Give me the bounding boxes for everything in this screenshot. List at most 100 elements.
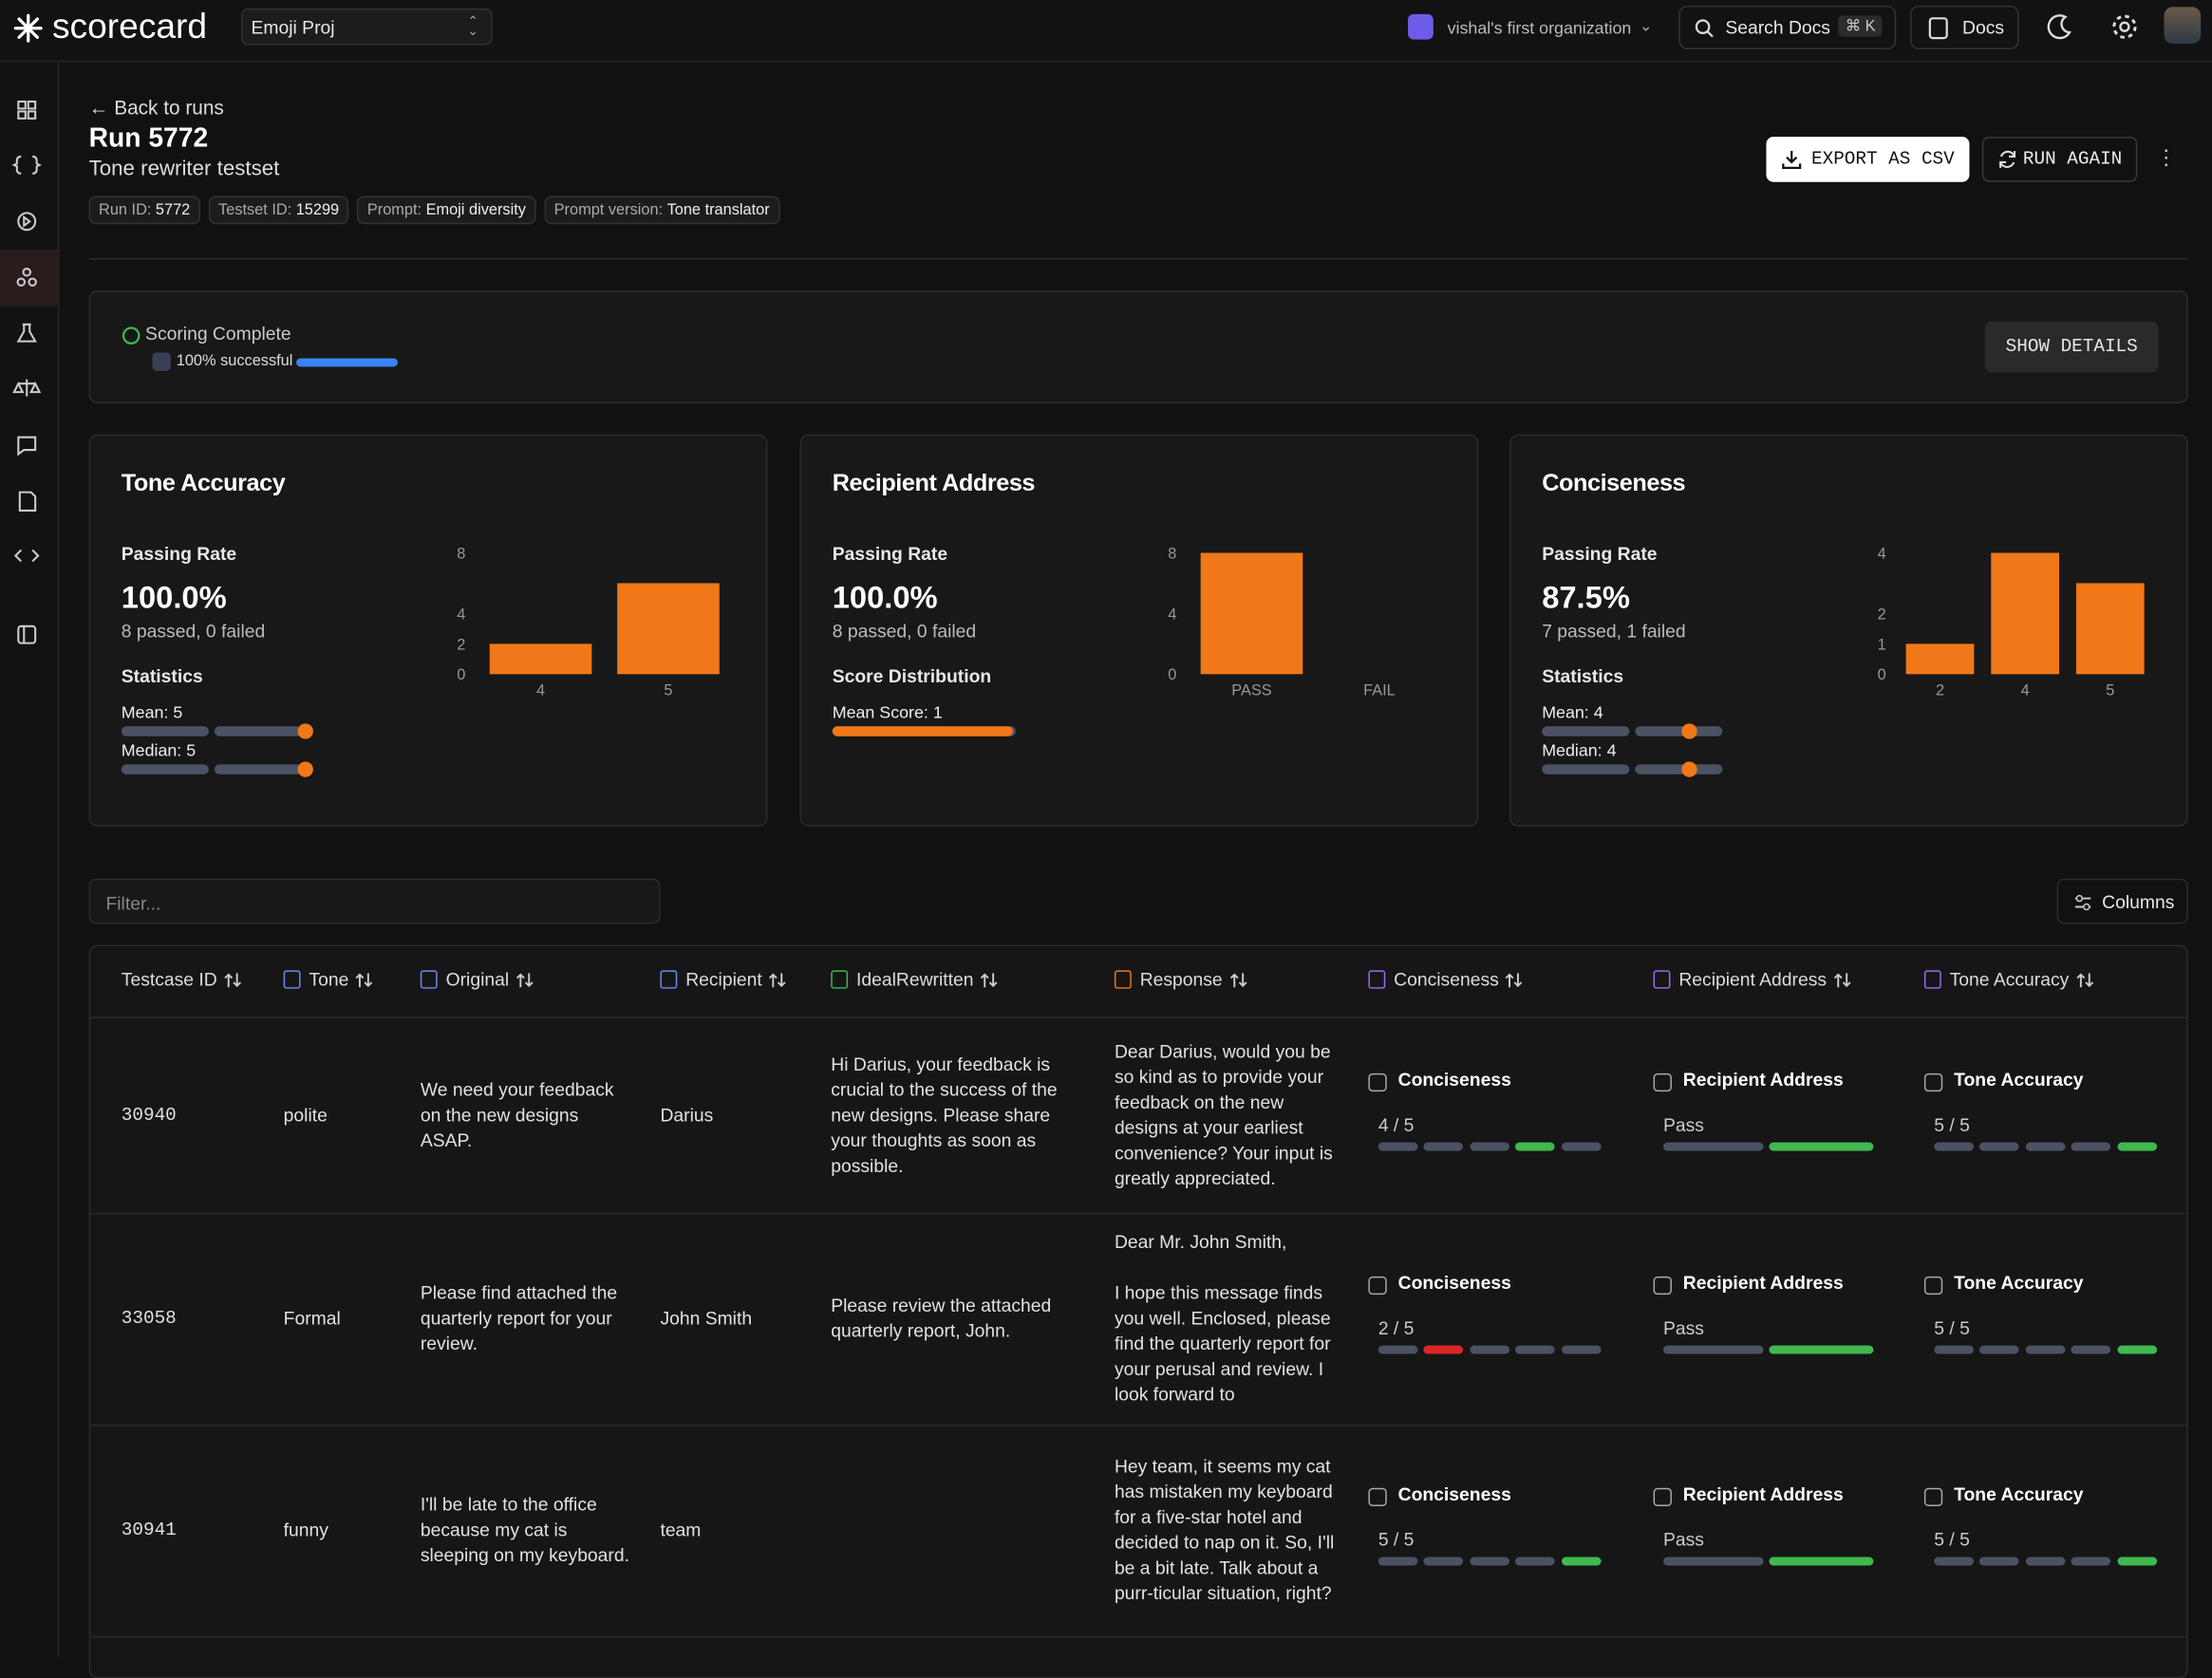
stat-track xyxy=(1635,764,1723,774)
columns-label: Columns xyxy=(2102,891,2175,913)
download-icon xyxy=(1782,151,1802,169)
theme-toggle[interactable] xyxy=(2046,12,2074,41)
more-menu[interactable]: · · · xyxy=(2163,138,2170,177)
rate-label: Passing Rate xyxy=(832,543,948,565)
project-select[interactable]: Emoji Proj ⌃ ⌄ xyxy=(241,8,493,46)
score-segment xyxy=(1423,1142,1464,1151)
column-icon xyxy=(660,970,678,989)
score-segment xyxy=(1423,1557,1464,1566)
score-name: Recipient Address xyxy=(1682,1069,1844,1091)
score-name: Conciseness xyxy=(1397,1272,1511,1294)
top-bar: scorecard Emoji Proj ⌃ ⌄ vishal's first o… xyxy=(0,0,2212,63)
table-cell: Darius xyxy=(660,1018,815,1213)
sort-arrows xyxy=(1833,972,1851,987)
cell-text: Hey team, it seems my cat has mistaken m… xyxy=(1114,1455,1335,1604)
score-name: Tone Accuracy xyxy=(1954,1272,2084,1294)
column-header[interactable]: Recipient xyxy=(660,969,787,990)
stat-bar xyxy=(832,726,1013,736)
score-segment xyxy=(1561,1557,1602,1566)
columns-button[interactable]: Columns xyxy=(2056,878,2188,924)
filter-input[interactable]: Filter... xyxy=(88,878,661,924)
search-label: Search Docs xyxy=(1725,16,1830,39)
score-segment xyxy=(2071,1557,2111,1566)
stat-dot xyxy=(1681,723,1697,739)
x-tick-label: 4 xyxy=(536,682,545,699)
export-button[interactable]: EXPORT AS CSV xyxy=(1766,137,1970,182)
score-segment xyxy=(2071,1142,2111,1151)
column-header[interactable]: Tone Accuracy xyxy=(1923,969,2094,990)
y-tick-label: 4 xyxy=(457,606,465,623)
org-name[interactable]: vishal's first organization xyxy=(1447,18,1632,39)
column-header[interactable]: Testcase ID xyxy=(122,969,243,990)
cell-text: team xyxy=(660,1519,702,1540)
y-tick-label: 8 xyxy=(457,545,465,562)
column-icon xyxy=(283,970,301,989)
y-tick-label: 4 xyxy=(1878,545,1886,562)
show-details[interactable]: SHOW DETAILS xyxy=(1984,321,2159,373)
column-header[interactable]: Response xyxy=(1114,969,1247,990)
sort-arrows xyxy=(2075,972,2093,987)
stat-track xyxy=(1635,726,1723,736)
score-cell: Tone Accuracy 5 / 5 xyxy=(1923,1069,2165,1153)
column-icon xyxy=(1368,970,1386,989)
docs-button[interactable]: Docs xyxy=(1910,5,2019,50)
score-label: Pass xyxy=(1662,1113,1704,1136)
filter-placeholder: Filter... xyxy=(105,892,161,914)
bot-icon xyxy=(152,352,171,371)
score-label: 2 / 5 xyxy=(1378,1316,1415,1339)
table-cell: Please find attached the quarterly repor… xyxy=(421,1213,632,1425)
stat-dot xyxy=(297,761,313,777)
y-tick-label: 0 xyxy=(457,666,465,683)
avatar[interactable] xyxy=(2164,7,2202,45)
sort-icon xyxy=(516,972,534,987)
select-icon: ⌃ ⌄ xyxy=(467,13,478,39)
stat-track xyxy=(1542,726,1630,736)
sort-icon xyxy=(980,972,998,987)
book-icon xyxy=(1928,17,1948,40)
settings[interactable] xyxy=(2110,12,2139,41)
bot-icon xyxy=(1923,1276,1943,1296)
column-icon xyxy=(1653,970,1671,989)
sort-arrows xyxy=(516,972,534,987)
stats-title: Statistics xyxy=(121,665,203,687)
score-segment xyxy=(2071,1345,2111,1354)
cell-text: polite xyxy=(283,1104,328,1126)
stat-track xyxy=(121,726,209,736)
column-header[interactable]: Tone xyxy=(283,969,374,990)
score-cell: Recipient Address Pass xyxy=(1653,1069,1894,1153)
score-label: 5 / 5 xyxy=(1378,1528,1415,1551)
score-label: 5 / 5 xyxy=(1934,1113,1970,1136)
score-segment xyxy=(2025,1142,2066,1151)
back-link[interactable]: ← Back to runs xyxy=(88,96,224,119)
column-header[interactable]: IdealRewritten xyxy=(831,969,999,990)
column-header[interactable]: Conciseness xyxy=(1368,969,1524,990)
metric-title: Tone Accuracy xyxy=(121,469,286,497)
score-segment xyxy=(1470,1345,1509,1354)
run-again-button[interactable]: RUN AGAIN xyxy=(1981,137,2138,182)
x-tick-label: PASS xyxy=(1231,682,1271,699)
column-header[interactable]: Original xyxy=(420,969,534,990)
score-segment xyxy=(1979,1345,2020,1354)
score-name: Recipient Address xyxy=(1682,1483,1844,1505)
y-tick-label: 4 xyxy=(1168,606,1176,623)
stat-label: Mean: 5 xyxy=(122,702,182,722)
cell-text: 30940 xyxy=(121,1104,177,1126)
stat-name: Median: xyxy=(121,740,182,760)
passing-rate: 100.0% xyxy=(832,579,938,615)
progress-track xyxy=(296,358,399,367)
table-cell: We need your feedback on the new designs… xyxy=(421,1018,632,1213)
column-header[interactable]: Recipient Address xyxy=(1653,969,1852,990)
tag-value: 5772 xyxy=(155,201,191,219)
search-docs[interactable]: Search Docs ⌘ K xyxy=(1678,5,1897,50)
score-label: 4 / 5 xyxy=(1378,1113,1415,1136)
nav-icons[interactable] xyxy=(0,62,58,654)
score-segment xyxy=(2025,1557,2066,1566)
cell-text: 30941 xyxy=(121,1519,177,1540)
stat-value: 1 xyxy=(932,702,943,722)
score-name: Tone Accuracy xyxy=(1954,1069,2084,1091)
score-segment xyxy=(1470,1557,1509,1566)
score-segment xyxy=(1378,1142,1418,1151)
tag-value: Tone translator xyxy=(666,201,770,219)
stat-name: Mean: xyxy=(121,702,169,722)
